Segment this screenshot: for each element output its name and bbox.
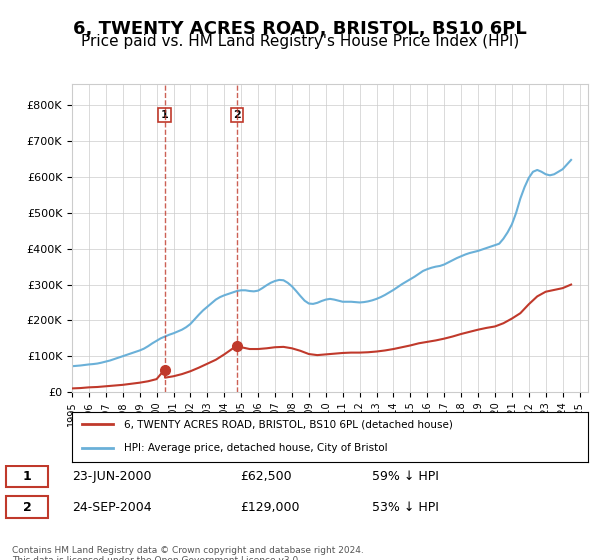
Text: 6, TWENTY ACRES ROAD, BRISTOL, BS10 6PL: 6, TWENTY ACRES ROAD, BRISTOL, BS10 6PL [73,20,527,38]
FancyBboxPatch shape [6,465,48,487]
Text: 1: 1 [161,110,169,120]
Text: 23-JUN-2000: 23-JUN-2000 [72,470,151,483]
Text: 1: 1 [23,470,31,483]
Text: 2: 2 [23,501,31,514]
Text: £62,500: £62,500 [240,470,292,483]
Text: 53% ↓ HPI: 53% ↓ HPI [372,501,439,514]
Text: 59% ↓ HPI: 59% ↓ HPI [372,470,439,483]
Text: £129,000: £129,000 [240,501,299,514]
Text: 6, TWENTY ACRES ROAD, BRISTOL, BS10 6PL (detached house): 6, TWENTY ACRES ROAD, BRISTOL, BS10 6PL … [124,419,452,429]
Text: 24-SEP-2004: 24-SEP-2004 [72,501,152,514]
FancyBboxPatch shape [6,496,48,518]
Text: Price paid vs. HM Land Registry's House Price Index (HPI): Price paid vs. HM Land Registry's House … [81,34,519,49]
Text: Contains HM Land Registry data © Crown copyright and database right 2024.
This d: Contains HM Land Registry data © Crown c… [12,546,364,560]
Text: HPI: Average price, detached house, City of Bristol: HPI: Average price, detached house, City… [124,443,387,453]
Text: 2: 2 [233,110,241,120]
